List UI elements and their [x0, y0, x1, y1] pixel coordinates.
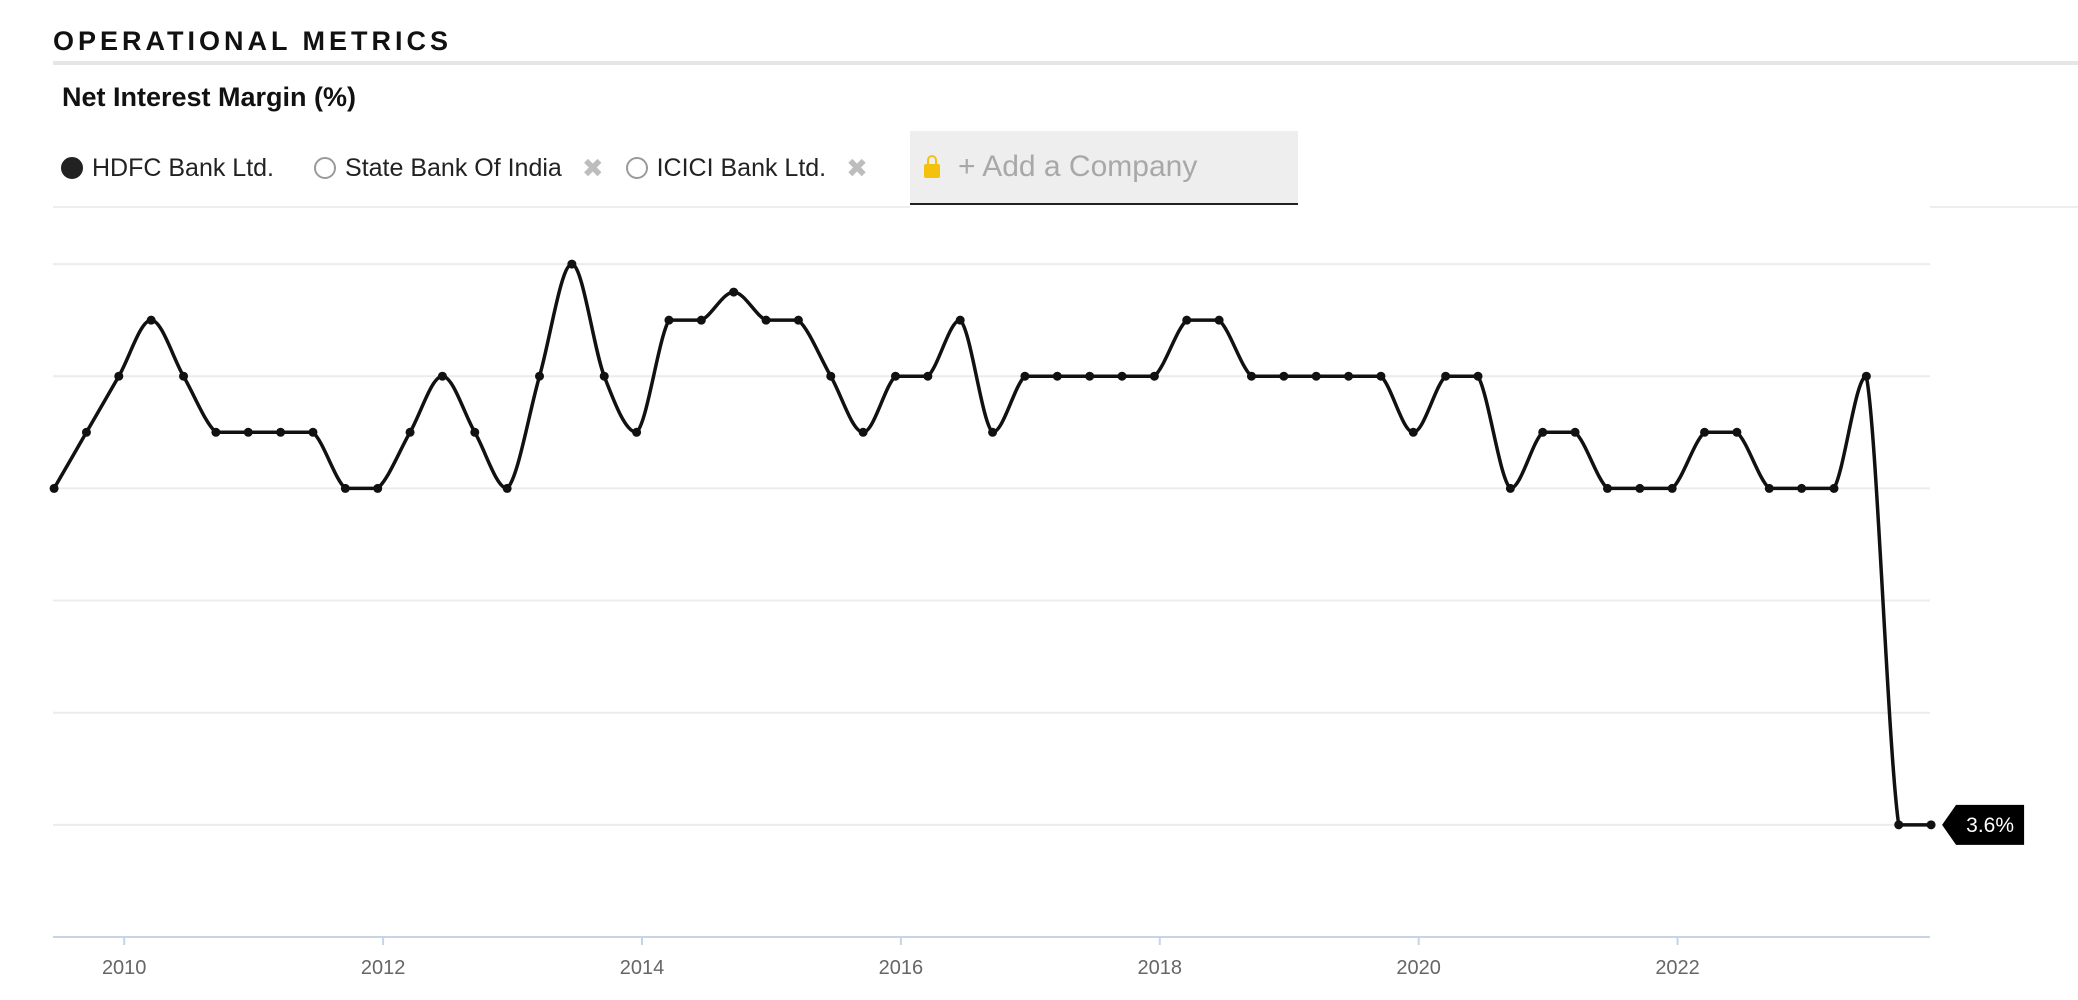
- data-point[interactable]: [793, 315, 803, 325]
- data-point[interactable]: [535, 371, 545, 381]
- tooltip-box: [1942, 804, 2025, 845]
- data-point[interactable]: [567, 259, 577, 269]
- data-point[interactable]: [1279, 371, 1289, 381]
- add-company-label: + Add a Company: [958, 150, 1198, 183]
- chart-title: Net Interest Margin (%): [62, 82, 357, 112]
- section-title: OPERATIONAL METRICS: [53, 26, 453, 56]
- chart-top-rule: [1930, 206, 2078, 208]
- data-point[interactable]: [81, 427, 91, 437]
- data-point[interactable]: [1667, 483, 1677, 493]
- data-point[interactable]: [988, 427, 998, 437]
- data-point[interactable]: [729, 287, 739, 297]
- x-tick-label: 2012: [361, 957, 406, 979]
- data-point[interactable]: [146, 315, 156, 325]
- x-axis-ticks: 2010 2012 2014 2016 2018 2020 2022: [102, 937, 1700, 979]
- chart-top-rule: [53, 206, 910, 208]
- unselected-radio-icon: [314, 157, 337, 179]
- data-point[interactable]: [923, 371, 933, 381]
- data-point[interactable]: [1311, 371, 1321, 381]
- data-point[interactable]: [1635, 483, 1645, 493]
- legend-label: State Bank Of India: [345, 153, 562, 182]
- data-point[interactable]: [1732, 427, 1742, 437]
- data-point[interactable]: [470, 427, 480, 437]
- close-icon[interactable]: ✖: [846, 153, 868, 183]
- data-point[interactable]: [632, 427, 642, 437]
- legend-label: ICICI Bank Ltd.: [656, 153, 827, 182]
- data-point[interactable]: [1214, 315, 1224, 325]
- data-point[interactable]: [243, 427, 253, 437]
- legend-label: HDFC Bank Ltd.: [92, 153, 275, 182]
- data-point[interactable]: [1829, 483, 1839, 493]
- selected-radio-icon: [61, 157, 83, 179]
- data-point[interactable]: [1700, 427, 1710, 437]
- data-point[interactable]: [1538, 427, 1548, 437]
- data-point[interactable]: [858, 427, 868, 437]
- data-point[interactable]: [405, 427, 415, 437]
- unselected-radio-icon: [625, 157, 648, 179]
- x-tick-label: 2018: [1138, 957, 1183, 979]
- company-legend: HDFC Bank Ltd. State Bank Of India ✖ ICI…: [61, 148, 890, 188]
- x-tick-label: 2010: [102, 957, 147, 979]
- data-point[interactable]: [1344, 371, 1354, 381]
- data-point[interactable]: [1020, 371, 1030, 381]
- x-tick-label: 2020: [1396, 957, 1441, 979]
- data-point[interactable]: [1764, 483, 1774, 493]
- legend-item-hdfc[interactable]: HDFC Bank Ltd.: [61, 154, 274, 183]
- data-point[interactable]: [1570, 427, 1580, 437]
- data-point[interactable]: [890, 371, 900, 381]
- data-point[interactable]: [1505, 483, 1515, 493]
- data-point[interactable]: [1894, 820, 1904, 830]
- data-point[interactable]: [179, 371, 189, 381]
- data-point[interactable]: [1441, 371, 1451, 381]
- data-point[interactable]: [437, 371, 447, 381]
- tooltip-label: 3.6%: [1966, 814, 2014, 837]
- data-point[interactable]: [599, 371, 609, 381]
- data-point[interactable]: [114, 371, 124, 381]
- data-point[interactable]: [211, 427, 221, 437]
- legend-item-icici[interactable]: ICICI Bank Ltd.: [625, 153, 827, 183]
- x-tick-label: 2014: [620, 957, 665, 979]
- data-point[interactable]: [340, 483, 350, 493]
- data-point[interactable]: [49, 483, 59, 493]
- data-point[interactable]: [1246, 371, 1256, 381]
- data-point[interactable]: [502, 483, 512, 493]
- data-point[interactable]: [1473, 371, 1483, 381]
- add-company-button[interactable]: + Add a Company: [910, 131, 1298, 205]
- lock-icon: [924, 155, 940, 178]
- x-tick-label: 2016: [879, 957, 924, 979]
- data-points: [49, 259, 1936, 830]
- x-tick-label: 2022: [1655, 957, 1700, 979]
- data-point[interactable]: [826, 371, 836, 381]
- data-point[interactable]: [1052, 371, 1062, 381]
- data-point[interactable]: [1861, 371, 1871, 381]
- data-point[interactable]: [1182, 315, 1192, 325]
- data-point[interactable]: [955, 315, 965, 325]
- data-point[interactable]: [276, 427, 286, 437]
- data-point[interactable]: [1602, 483, 1612, 493]
- data-point[interactable]: [696, 315, 706, 325]
- data-point[interactable]: [1408, 427, 1418, 437]
- legend-item-sbi[interactable]: State Bank Of India: [314, 154, 562, 183]
- data-point[interactable]: [761, 315, 771, 325]
- data-point[interactable]: [1085, 371, 1095, 381]
- data-point[interactable]: [1797, 483, 1807, 493]
- data-point[interactable]: [1117, 371, 1127, 381]
- data-point[interactable]: [1926, 820, 1936, 830]
- grid-lines: [53, 263, 1930, 826]
- section-divider: [53, 61, 2078, 65]
- data-point[interactable]: [1149, 371, 1159, 381]
- close-icon[interactable]: ✖: [581, 153, 604, 183]
- data-point[interactable]: [373, 483, 383, 493]
- series-line-hdfc: [52, 262, 1932, 827]
- data-point[interactable]: [664, 315, 674, 325]
- value-tooltip: 3.6%: [1942, 804, 2025, 845]
- data-point[interactable]: [308, 427, 318, 437]
- data-point[interactable]: [1376, 371, 1386, 381]
